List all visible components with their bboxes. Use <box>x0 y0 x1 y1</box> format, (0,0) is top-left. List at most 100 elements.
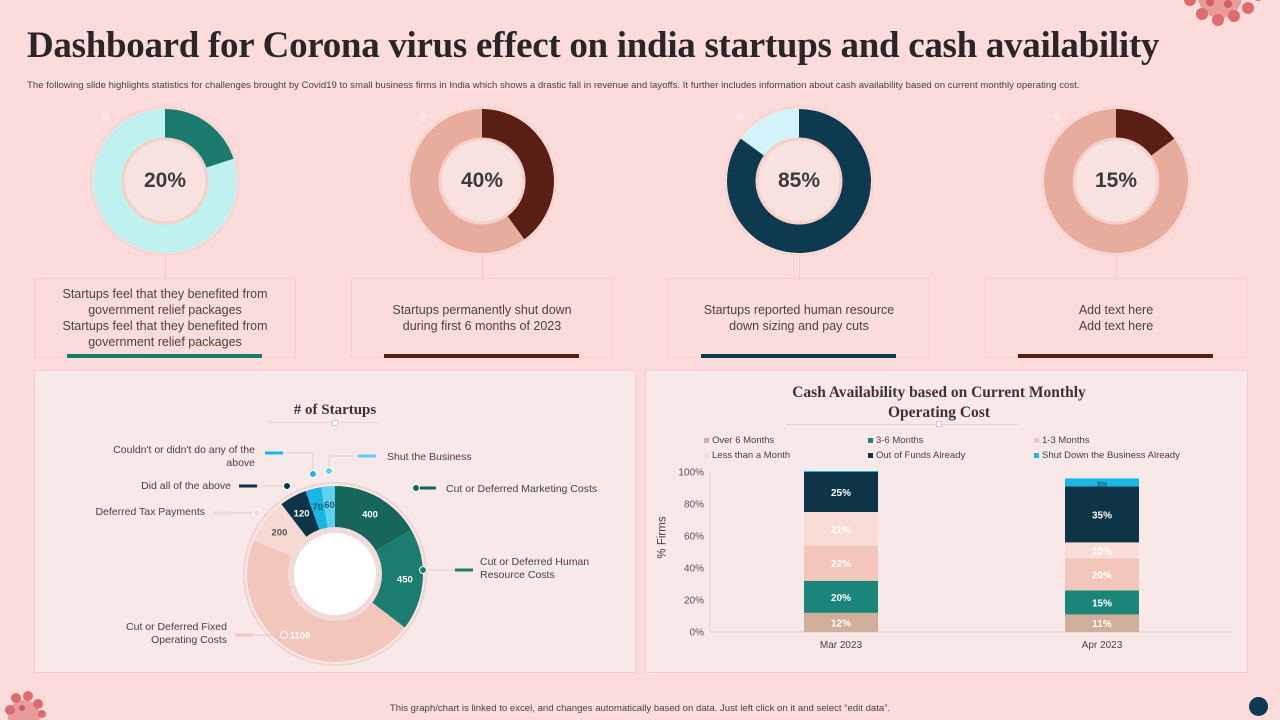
leader-line <box>265 452 314 474</box>
legend-swatch <box>418 486 436 490</box>
kpi-accent-bar <box>67 354 262 358</box>
x-tick-label: Apr 2023 <box>1082 640 1123 651</box>
kpi-description: Add text here Add text here <box>985 278 1247 358</box>
kpi-text-line: Add text here <box>1078 303 1154 317</box>
kpi-ring-handle <box>1053 113 1061 121</box>
bar-segment <box>1065 542 1139 559</box>
donut-slice <box>246 540 405 663</box>
bar-segment <box>1065 486 1139 543</box>
chart-title: Cash Availability based on Current Month… <box>792 384 1086 421</box>
donut-hole <box>288 527 382 621</box>
legend-swatch <box>868 438 873 443</box>
kpi-value-arc <box>1116 109 1175 157</box>
kpi-card-3: 85% Startups reported human resource dow… <box>668 100 930 360</box>
leader-line <box>328 455 358 471</box>
connector-line <box>165 256 166 278</box>
legend-swatch <box>235 633 253 637</box>
y-tick-label: 60% <box>684 532 704 543</box>
bar-data-label: 11% <box>1092 619 1112 630</box>
cash-stacked-bar-chart[interactable]: 0% 20% 40% 60% 80% 100% 12% 20% 22% 21% 25% Mar 202… <box>646 371 1249 674</box>
kpi-center <box>121 137 209 225</box>
legend-swatch <box>1034 453 1039 458</box>
kpi-ring-handle <box>419 113 427 121</box>
bar-segment <box>1065 614 1139 632</box>
legend-label: 1-3 Months <box>1042 435 1090 446</box>
bar-data-label: 5% <box>1097 481 1108 488</box>
pie-label-human-resource: Cut or Deferred Human Resource Costs <box>480 556 590 581</box>
legend-label: Shut Down the Business Already <box>1042 450 1180 461</box>
kpi-donut: 15% <box>1041 106 1191 256</box>
kpi-text-line: Startups permanently shut down <box>392 303 572 317</box>
legend-swatch <box>868 453 873 458</box>
bar-segment <box>1065 478 1139 487</box>
kpi-outer-ring <box>724 106 874 256</box>
bar-data-label: 35% <box>1092 510 1112 521</box>
legend-item: 1-3 Months <box>1034 435 1090 446</box>
donut-slice <box>281 491 321 540</box>
donut-slice <box>369 530 423 628</box>
navigation-dot[interactable] <box>1249 697 1268 716</box>
cash-chart-panel[interactable]: Cash Availability based on Current Month… <box>645 370 1248 673</box>
kpi-value: 85% <box>777 169 821 192</box>
kpi-donut: 85% <box>724 106 874 256</box>
legend-item: Over 6 Months <box>704 435 774 446</box>
virus-decoration-top-right <box>1184 0 1261 26</box>
kpi-outer-ring <box>407 106 557 256</box>
kpi-description: Startups permanently shut down during fi… <box>351 278 613 358</box>
kpi-text-line: government relief packages <box>88 335 242 349</box>
donut-data-label: 1100 <box>290 631 311 642</box>
leader-dot <box>253 509 261 517</box>
connector-line <box>1116 256 1117 278</box>
donut-data-label: 200 <box>272 527 288 538</box>
leader-dot <box>412 484 420 492</box>
kpi-description: Startups feel that they benefited from g… <box>34 278 296 358</box>
kpi-accent-bar <box>1018 354 1213 358</box>
y-tick-label: 20% <box>684 596 704 607</box>
bar-segment <box>804 471 878 472</box>
page-subtitle: The following slide highlights statistic… <box>27 80 1080 91</box>
legend-label: Less than a Month <box>712 450 791 461</box>
leader-dot <box>325 467 333 475</box>
legend-item: 3-6 Months <box>868 435 924 446</box>
legend-swatch <box>265 451 283 455</box>
bar-segment <box>804 545 878 581</box>
bar-data-label: 20% <box>831 593 851 604</box>
pie-label-fixed-costs: Cut or Deferred Fixed Operating Costs <box>126 621 227 646</box>
kpi-donut: 40% <box>407 106 557 256</box>
leader-dot <box>419 566 427 574</box>
kpi-accent-bar <box>701 354 896 358</box>
chart-title: # of Startups <box>293 402 377 418</box>
bar-data-label: 15% <box>1092 598 1112 609</box>
donut-outer-ring <box>243 482 427 666</box>
legend-swatch <box>358 454 376 458</box>
bar-data-label: 10% <box>1092 546 1112 557</box>
title-rule <box>786 424 1018 425</box>
pie-label-deferred-tax: Deferred Tax Payments <box>95 506 205 518</box>
pie-label-couldnt: Couldn't or didn't do any of the above <box>113 444 255 469</box>
leader-dot <box>280 631 288 639</box>
y-tick-label: 100% <box>678 468 704 479</box>
legend-item: Shut Down the Business Already <box>1034 450 1180 461</box>
kpi-text-line: Startups feel that they benefited from <box>62 319 268 333</box>
kpi-value: 40% <box>460 169 504 192</box>
legend-label: 3-6 Months <box>876 435 924 446</box>
leader-dot <box>283 482 291 490</box>
leader-dot <box>309 470 317 478</box>
title-handle <box>332 420 338 426</box>
kpi-center <box>755 137 843 225</box>
pie-label-marketing: Cut or Deferred Marketing Costs <box>446 483 598 495</box>
startups-chart-panel[interactable]: # of Startups 400 450 1100 200 120 70 60 Could… <box>34 370 636 673</box>
y-tick-label: 80% <box>684 500 704 511</box>
kpi-text-line: government relief packages <box>88 303 242 317</box>
title-handle <box>936 421 942 427</box>
kpi-value: 20% <box>143 169 187 192</box>
bar-segment <box>804 512 878 546</box>
kpi-card-2: 40% Startups permanently shut down durin… <box>351 100 613 360</box>
donut-data-label: 60 <box>324 500 335 511</box>
pie-label-shut: Shut the Business <box>387 451 472 463</box>
pie-label-did-all: Did all of the above <box>141 480 231 492</box>
bar-segment <box>1065 590 1139 615</box>
bar-data-label: 21% <box>831 525 851 536</box>
bar-segment <box>1065 558 1139 591</box>
